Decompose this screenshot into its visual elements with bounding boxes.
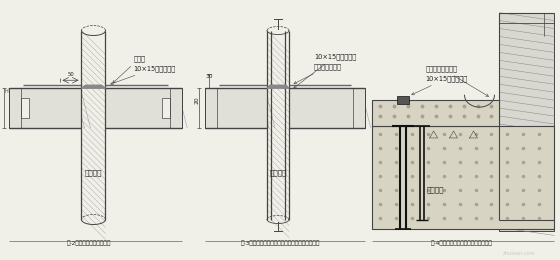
Bar (162, 98, 170, 118)
Bar (8, 88, 82, 128)
Bar (372, 100, 500, 126)
Text: 20: 20 (195, 96, 200, 104)
Bar (372, 126, 554, 230)
Text: 10×15建筑密封膏: 10×15建筑密封膏 (111, 65, 176, 84)
Text: 墙轨剖面: 墙轨剖面 (427, 187, 445, 193)
Bar (289, 88, 365, 128)
Bar (21, 98, 29, 118)
Text: 防水层: 防水层 (113, 55, 146, 83)
Text: 图-3套管与墙面交接处立管交接处、抹建筑密封膏: 图-3套管与墙面交接处立管交接处、抹建筑密封膏 (240, 241, 320, 246)
Polygon shape (82, 85, 105, 88)
Bar (105, 88, 182, 128)
Text: 立管剖面: 立管剖面 (85, 170, 102, 176)
Text: 50: 50 (67, 72, 74, 77)
Text: 图-4墙轨与墙面交接处建筑密封膏衬护: 图-4墙轨与墙面交接处建筑密封膏衬护 (431, 241, 492, 246)
Text: 外侧附加防水保护: 外侧附加防水保护 (426, 65, 488, 96)
Text: 30: 30 (206, 74, 213, 79)
Bar (205, 88, 267, 128)
Text: 套管剖面: 套管剖面 (269, 170, 287, 176)
Text: 10×15建筑密封膏: 10×15建筑密封膏 (293, 53, 356, 88)
Bar (500, 13, 554, 231)
Text: 建筑密封膏衬垫: 建筑密封膏衬垫 (294, 63, 342, 84)
Polygon shape (267, 85, 289, 88)
Text: zhulean.com: zhulean.com (503, 251, 536, 256)
Text: H: H (5, 89, 8, 94)
Bar (396, 96, 409, 104)
Text: 10×15建筑密封膏: 10×15建筑密封膏 (412, 75, 468, 95)
Text: 图-2立管四周抹建筑密封膏: 图-2立管四周抹建筑密封膏 (66, 241, 111, 246)
